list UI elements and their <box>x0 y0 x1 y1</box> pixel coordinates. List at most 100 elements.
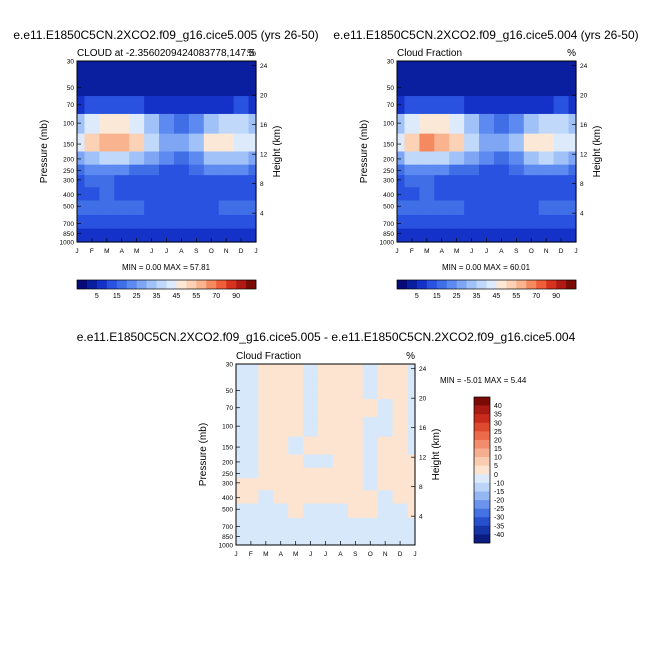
heatmap-cell <box>273 436 289 456</box>
heatmap-cell <box>568 175 577 188</box>
heatmap-cell <box>248 74 257 97</box>
heatmap-cell <box>243 454 259 469</box>
height-tick-label: 24 <box>580 63 588 70</box>
heatmap-cell <box>392 399 409 418</box>
heatmap-cell <box>568 187 577 202</box>
heatmap-cell <box>248 96 257 115</box>
heatmap-cell <box>508 164 525 176</box>
heatmap-cell <box>233 113 250 135</box>
heatmap-cell <box>233 74 250 97</box>
heatmap-cell <box>159 187 175 202</box>
heatmap-cell <box>508 96 525 115</box>
pressure-tick-label: 100 <box>63 121 74 128</box>
panel-c-minmax: MIN = -5.01 MAX = 5.44 <box>440 376 527 385</box>
heatmap-cell <box>538 113 555 135</box>
heatmap-cell <box>144 96 160 115</box>
heatmap-cell <box>553 151 570 166</box>
heatmap-cell <box>407 416 416 438</box>
heatmap-cell <box>377 478 394 491</box>
heatmap-cell <box>434 200 450 216</box>
colorbar-label: 20 <box>494 437 502 444</box>
month-tick-label: M <box>293 551 298 558</box>
heatmap-cell <box>218 151 235 166</box>
heatmap-cell <box>248 61 257 75</box>
colorbar-label: 40 <box>494 403 502 410</box>
heatmap-cell <box>159 164 175 176</box>
heatmap-cell <box>404 74 420 97</box>
heatmap-cell <box>129 133 145 153</box>
colorbar-label: 25 <box>494 429 502 436</box>
heatmap-cell <box>173 133 190 153</box>
heatmap-cell <box>77 175 86 188</box>
heatmap-cell <box>99 228 115 239</box>
heatmap-cell <box>114 61 130 75</box>
heatmap-cell <box>173 164 190 176</box>
heatmap-cell <box>392 503 409 519</box>
colorbar-swatch <box>426 280 438 289</box>
heatmap-cell <box>332 503 349 519</box>
heatmap-cell <box>303 454 319 469</box>
heatmap-cell <box>377 467 394 479</box>
colorbar-swatch <box>546 280 557 289</box>
y-axis-right-label: Height (km) <box>431 429 442 481</box>
heatmap-cell <box>419 151 435 166</box>
pressure-tick-label: 850 <box>383 231 394 238</box>
colorbar-swatch <box>176 280 187 289</box>
heatmap-cell <box>188 133 205 153</box>
month-tick-label: A <box>440 248 445 255</box>
heatmap-cell <box>84 151 100 166</box>
heatmap-cell <box>523 175 540 188</box>
height-tick-label: 24 <box>260 63 268 70</box>
colorbar-swatch <box>136 280 147 289</box>
heatmap-cell <box>449 164 465 176</box>
heatmap-cell <box>233 96 250 115</box>
pressure-tick-label: 50 <box>226 388 234 395</box>
colorbar-swatch <box>474 465 490 475</box>
heatmap-cell <box>114 133 130 153</box>
heatmap-cell <box>77 164 86 176</box>
colorbar-label: -35 <box>494 523 504 530</box>
heatmap-cell <box>84 61 100 75</box>
pressure-tick-label: 400 <box>383 192 394 199</box>
heatmap-cell <box>434 164 450 176</box>
heatmap-cell <box>318 490 334 505</box>
pressure-tick-label: 700 <box>222 524 233 531</box>
heatmap-cell <box>248 151 257 166</box>
heatmap-cell <box>392 467 409 479</box>
heatmap-cell <box>84 214 100 230</box>
heatmap-cell <box>273 416 289 438</box>
heatmap-cell <box>236 454 245 469</box>
heatmap-cell <box>273 467 289 479</box>
heatmap-cell <box>377 436 394 456</box>
height-tick-label: 20 <box>419 396 427 403</box>
colorbar-swatch <box>446 280 457 289</box>
month-tick-label: M <box>263 551 268 558</box>
heatmap-cell <box>188 214 205 230</box>
heatmap-cell <box>203 113 220 135</box>
heatmap-cell <box>397 228 406 239</box>
month-tick-label: D <box>559 248 564 255</box>
heatmap-cell <box>243 377 259 400</box>
colorbar-swatch <box>186 280 197 289</box>
height-tick-label: 12 <box>419 455 427 462</box>
heatmap-cell <box>538 187 555 202</box>
y-axis-right-label: Height (km) <box>592 126 603 178</box>
heatmap-cell <box>508 151 525 166</box>
colorbar-swatch <box>474 517 490 527</box>
heatmap-cell <box>243 503 259 519</box>
month-tick-label: N <box>544 248 549 255</box>
heatmap-cell <box>362 416 379 438</box>
heatmap-cell <box>233 214 250 230</box>
heatmap-cell <box>114 200 130 216</box>
heatmap-cell <box>243 517 259 533</box>
colorbar-swatch <box>486 280 497 289</box>
month-tick-label: J <box>324 551 327 558</box>
heatmap-cell <box>233 164 250 176</box>
heatmap-cell <box>419 187 435 202</box>
colorbar-frame <box>76 279 257 290</box>
panel-b-units: % <box>567 48 576 59</box>
colorbar-label: 90 <box>232 293 240 300</box>
heatmap-cell <box>568 133 577 153</box>
heatmap-cell <box>173 228 190 239</box>
heatmap-cell <box>449 96 465 115</box>
